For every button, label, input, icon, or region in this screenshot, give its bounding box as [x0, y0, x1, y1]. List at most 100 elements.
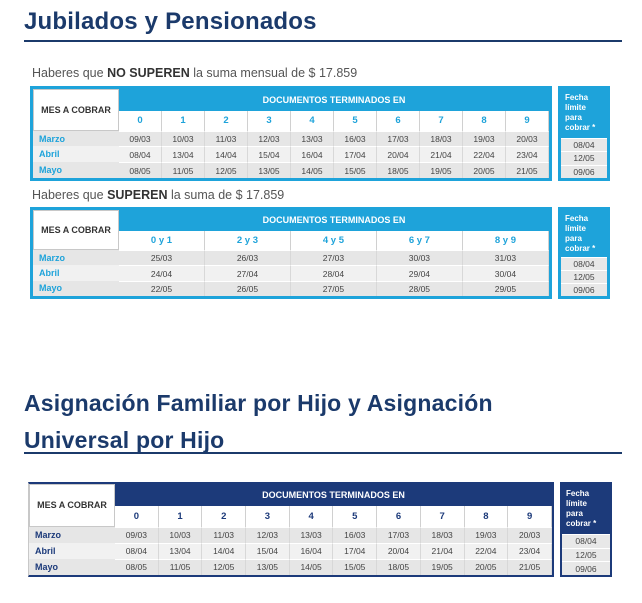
date-cell: 25/03	[119, 250, 205, 266]
date-cell: 26/05	[204, 280, 291, 296]
date-cell: 13/04	[162, 146, 205, 163]
date-cell: 18/05	[377, 162, 420, 178]
section-title-line: Asignación Familiar por Hijo y Asignació…	[24, 390, 493, 416]
date-cell: 27/04	[204, 265, 291, 281]
date-cell: 20/03	[508, 526, 552, 543]
date-cell: 14/04	[202, 542, 247, 559]
caption-text: la suma de $ 17.859	[167, 188, 285, 202]
date-cell: 08/05	[115, 558, 159, 575]
fecha-table: Fecha límite para cobrar * 08/04 12/05 09/0…	[558, 207, 610, 299]
date-cell: 17/04	[334, 146, 377, 163]
date-cell: 18/03	[420, 130, 463, 147]
date-cell: 14/04	[205, 146, 248, 163]
header-fecha-limite: Fecha límite para cobrar *	[562, 484, 610, 534]
digit-header: 8 y 9	[462, 230, 549, 251]
date-cell: 23/04	[508, 542, 552, 559]
date-cell: 13/05	[246, 558, 290, 575]
date-cell: 20/04	[377, 542, 421, 559]
table-row: Marzo 09/03 10/03 11/03 12/03 13/03 16/03 17/03…	[29, 526, 552, 543]
date-cell: 23/04	[506, 146, 549, 163]
table-row: Abril 08/04 13/04 14/04 15/04 16/04 17/04 20/04…	[33, 146, 549, 163]
fecha-limite-cell: 12/05	[561, 151, 607, 165]
date-cell: 16/04	[289, 542, 334, 559]
date-cell: 14/05	[289, 558, 334, 575]
fecha-limite-cell: 09/06	[562, 561, 610, 575]
month-label: Marzo	[33, 130, 119, 147]
digit-header: 3	[246, 506, 290, 527]
date-cell: 28/05	[376, 280, 463, 296]
date-cell: 19/05	[420, 162, 463, 178]
table-row: Marzo 25/03 26/03 27/03 30/03 31/03	[33, 250, 549, 266]
digit-header: 8	[463, 110, 506, 131]
digit-header: 6	[377, 110, 420, 131]
date-cell: 17/03	[377, 130, 420, 147]
date-cell: 26/03	[204, 250, 291, 266]
fecha-label-2: para cobrar *	[565, 233, 596, 253]
caption-text: la suma mensual de $ 17.859	[189, 66, 358, 80]
date-cell: 19/03	[463, 130, 506, 147]
date-cell: 27/05	[290, 280, 377, 296]
date-cell: 16/04	[291, 146, 334, 163]
date-cell: 13/04	[158, 542, 203, 559]
date-cell: 20/05	[464, 558, 509, 575]
date-cell: 19/03	[464, 526, 509, 543]
fecha-row: 09/06	[562, 561, 610, 575]
date-cell: 09/03	[115, 526, 159, 543]
date-cell: 16/03	[334, 130, 377, 147]
table-row: Mayo 08/05 11/05 12/05 13/05 14/05 15/05 18/05 1…	[29, 558, 552, 575]
fecha-label-2: para cobrar *	[566, 508, 597, 528]
date-cell: 12/05	[202, 558, 247, 575]
fecha-row: 08/04	[562, 533, 610, 548]
date-cell: 18/05	[377, 558, 421, 575]
date-cell: 18/03	[420, 526, 465, 543]
section-title-asignacion: Asignación Familiar por Hijo y Asignació…	[24, 385, 584, 459]
fecha-row: 12/05	[561, 151, 607, 165]
date-cell: 09/03	[119, 130, 162, 147]
digit-header: 4	[289, 506, 334, 527]
fecha-limite-cell: 12/05	[561, 270, 607, 284]
header-mes-a-cobrar: MES A COBRAR	[33, 89, 119, 131]
digit-header: 6 y 7	[376, 230, 463, 251]
digit-header: 4	[291, 110, 334, 131]
caption-emphasis: NO SUPEREN	[107, 66, 190, 80]
date-cell: 15/05	[334, 162, 377, 178]
date-cell: 17/04	[333, 542, 378, 559]
table-row: Mayo 08/05 11/05 12/05 13/05 14/05 15/05 18/05 1…	[33, 162, 549, 178]
date-cell: 12/05	[205, 162, 248, 178]
header-fecha-limite: Fecha límite para cobrar *	[561, 89, 607, 138]
date-cell: 21/05	[506, 162, 549, 178]
month-label: Marzo	[33, 250, 119, 266]
fecha-label-2: para cobrar *	[565, 113, 596, 133]
fecha-row: 08/04	[561, 137, 607, 152]
table-row: Abril 08/04 13/04 14/04 15/04 16/04 17/04 20/04…	[29, 542, 552, 559]
digit-header: 8	[464, 506, 509, 527]
digit-header: 4 y 5	[290, 230, 377, 251]
digit-header: 1	[158, 506, 203, 527]
fecha-row: 09/06	[561, 283, 607, 296]
digit-header: 9	[506, 110, 549, 131]
section-title-line: Universal por Hijo	[24, 427, 225, 453]
digit-header: 5	[333, 506, 378, 527]
date-cell: 12/03	[248, 130, 291, 147]
fecha-limite-column-1: Fecha límite para cobrar * 08/04 12/05 09/0…	[558, 86, 610, 181]
date-cell: 15/04	[246, 542, 290, 559]
month-label: Mayo	[33, 162, 119, 178]
date-cell: 19/05	[420, 558, 465, 575]
date-cell: 15/04	[248, 146, 291, 163]
caption-superen: Haberes que SUPEREN la suma de $ 17.859	[32, 188, 284, 202]
month-label: Abril	[33, 146, 119, 163]
fecha-table: Fecha límite para cobrar * 08/04 12/05 09/0…	[558, 86, 610, 181]
date-cell: 13/05	[248, 162, 291, 178]
date-cell: 30/03	[376, 250, 463, 266]
date-cell: 22/04	[464, 542, 509, 559]
digit-header: 0	[119, 110, 162, 131]
fecha-row: 12/05	[562, 547, 610, 562]
title-divider	[24, 40, 622, 42]
fecha-label-1: Fecha límite	[565, 213, 589, 233]
digit-header: 3	[248, 110, 291, 131]
month-label: Marzo	[29, 526, 115, 543]
